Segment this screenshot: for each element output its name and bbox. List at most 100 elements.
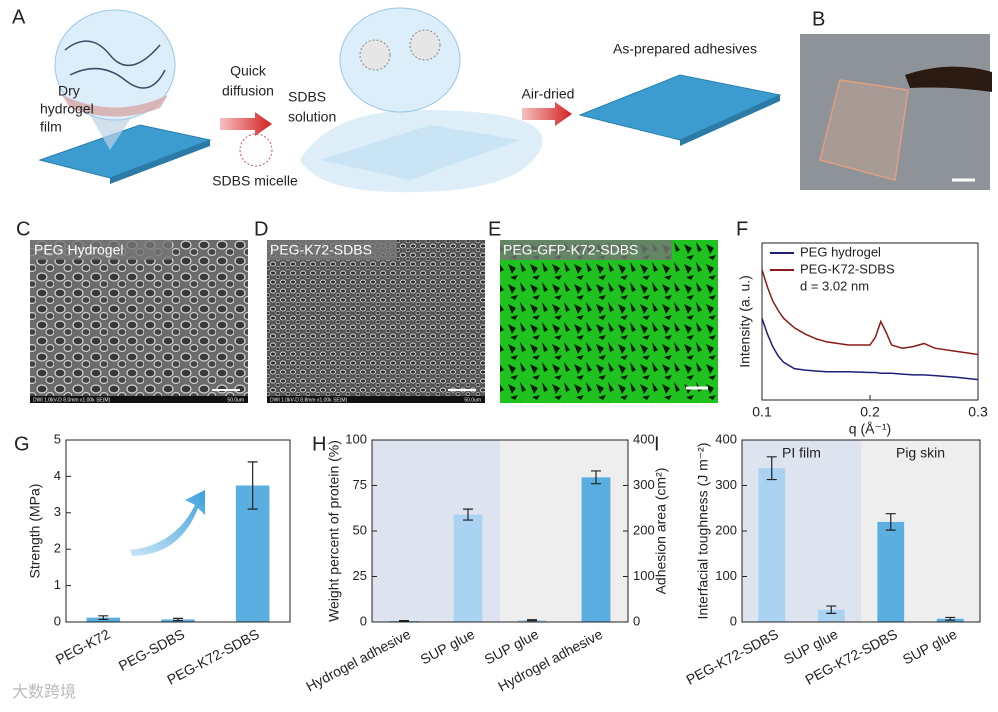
trend-arrow [130, 490, 205, 556]
x-axis-label: q (Å⁻¹) [849, 421, 891, 437]
panel-label: I [654, 433, 660, 455]
error-bar [247, 461, 258, 510]
annotation: d = 3.02 nm [800, 278, 869, 293]
panel-label: E [488, 218, 501, 240]
y-tick-label: 400 [715, 431, 737, 446]
x-tick-label: Hydrogel adhesive [495, 626, 605, 695]
y-tick-label: 0 [730, 613, 737, 628]
x-tick-label: 0.3 [968, 404, 988, 420]
y-tick-label: 4 [54, 468, 61, 483]
axis-label: Strength (MPa) [27, 484, 43, 579]
label-line: film [40, 119, 62, 135]
x-tick-label: PEG-K72 [53, 626, 113, 668]
label-line: Quick [230, 63, 267, 79]
x-tick-label: PEG-K72-SDBS [683, 626, 781, 688]
data-line [761, 269, 979, 356]
bar [453, 514, 483, 622]
plot-frame [65, 439, 291, 623]
panel-label: B [812, 8, 825, 30]
micrograph [267, 240, 485, 403]
y-tick-label: 75 [353, 477, 367, 492]
label: Air-dried [522, 86, 575, 102]
panel-label: C [16, 218, 30, 240]
footer: DWI 1.0kV-D 8.0mm x1.00k SE(M) [33, 397, 111, 403]
label-bg [500, 240, 672, 260]
x-tick-label: 0.2 [860, 404, 880, 420]
y-tick-label: 100 [715, 568, 737, 583]
error-bar [826, 605, 837, 614]
axis-label: Weight percent of protein (%) [326, 440, 342, 622]
label: SDBS micelle [212, 173, 298, 189]
y-tick-label: 2 [54, 541, 61, 556]
label-bg [267, 240, 397, 260]
error-bar [173, 617, 183, 622]
axis-label: Intensity (a. u.) [737, 275, 753, 368]
x-tick-label: SUP glue [900, 626, 960, 668]
film [819, 79, 909, 181]
panel-label: F [736, 218, 748, 240]
label-line: hydrogel [40, 101, 94, 117]
footer-bar [30, 396, 248, 403]
panel-label: A [12, 6, 26, 28]
label-bg [30, 240, 172, 260]
bar [581, 477, 611, 622]
y-tick-label: 300 [633, 477, 655, 492]
watermark: 大数跨境 [12, 682, 76, 701]
x-tick-label: SUP glue [418, 626, 478, 668]
y-tick-label: 0 [633, 613, 640, 628]
panel-label: H [312, 433, 326, 455]
error-bar [463, 508, 473, 521]
footer-bar [267, 396, 485, 403]
y-tick-label: 200 [633, 522, 655, 537]
error-bar [885, 513, 896, 531]
label-line: diffusion [222, 83, 274, 99]
axis-label: Interfacial toughness (J m⁻²) [695, 442, 711, 619]
y-tick-label: 5 [54, 431, 61, 446]
bar [758, 468, 786, 622]
micrograph-label: PEG-GFP-K72-SDBS [503, 242, 638, 258]
axis-label: Adhesion area (cm²) [653, 468, 669, 595]
group-label: PI film [782, 445, 821, 461]
label-line: SDBS [288, 89, 326, 105]
bar [817, 609, 845, 622]
label-line: solution [288, 109, 336, 125]
y-tick-label: 25 [353, 568, 367, 583]
footer: DWI 1.0kV-D 8.8mm x1.00k SE(M) [270, 397, 348, 403]
error-bar [527, 619, 537, 622]
y-tick-label: 300 [715, 477, 737, 492]
micrograph [500, 240, 718, 403]
bar [877, 521, 905, 622]
label-line: Dry [58, 83, 80, 99]
error-bar [98, 615, 109, 621]
data-line [761, 318, 979, 381]
micrograph-label: PEG Hydrogel [34, 242, 123, 258]
y-tick-label: 50 [353, 522, 367, 537]
footer: 50.0um [464, 397, 481, 403]
label: As-prepared adhesives [613, 41, 757, 57]
legend-label: PEG-K72-SDBS [800, 261, 895, 276]
x-tick-label: 0.1 [752, 404, 772, 420]
micrograph [30, 240, 248, 403]
tweezer [905, 66, 992, 92]
y-tick-label: 3 [54, 504, 61, 519]
error-bar [766, 456, 777, 481]
y-tick-label: 1 [54, 577, 61, 592]
panel-label: G [14, 433, 30, 455]
footer: 50.0um [227, 397, 244, 403]
group-label: Pig skin [896, 445, 945, 461]
legend-label: PEG hydrogel [800, 244, 881, 259]
y-tick-label: 400 [633, 431, 655, 446]
y-tick-label: 100 [345, 431, 367, 446]
y-tick-label: 0 [360, 613, 367, 628]
y-tick-label: 0 [54, 613, 61, 628]
error-bar [591, 470, 601, 485]
panel-a-art [38, 7, 782, 193]
y-tick-label: 100 [633, 568, 655, 583]
panel-label: D [254, 218, 268, 240]
y-tick-label: 200 [715, 522, 737, 537]
error-bar [399, 619, 409, 623]
error-bar [945, 616, 956, 621]
x-tick-label: Hydrogel adhesive [303, 626, 413, 695]
micrograph-label: PEG-K72-SDBS [270, 242, 372, 258]
